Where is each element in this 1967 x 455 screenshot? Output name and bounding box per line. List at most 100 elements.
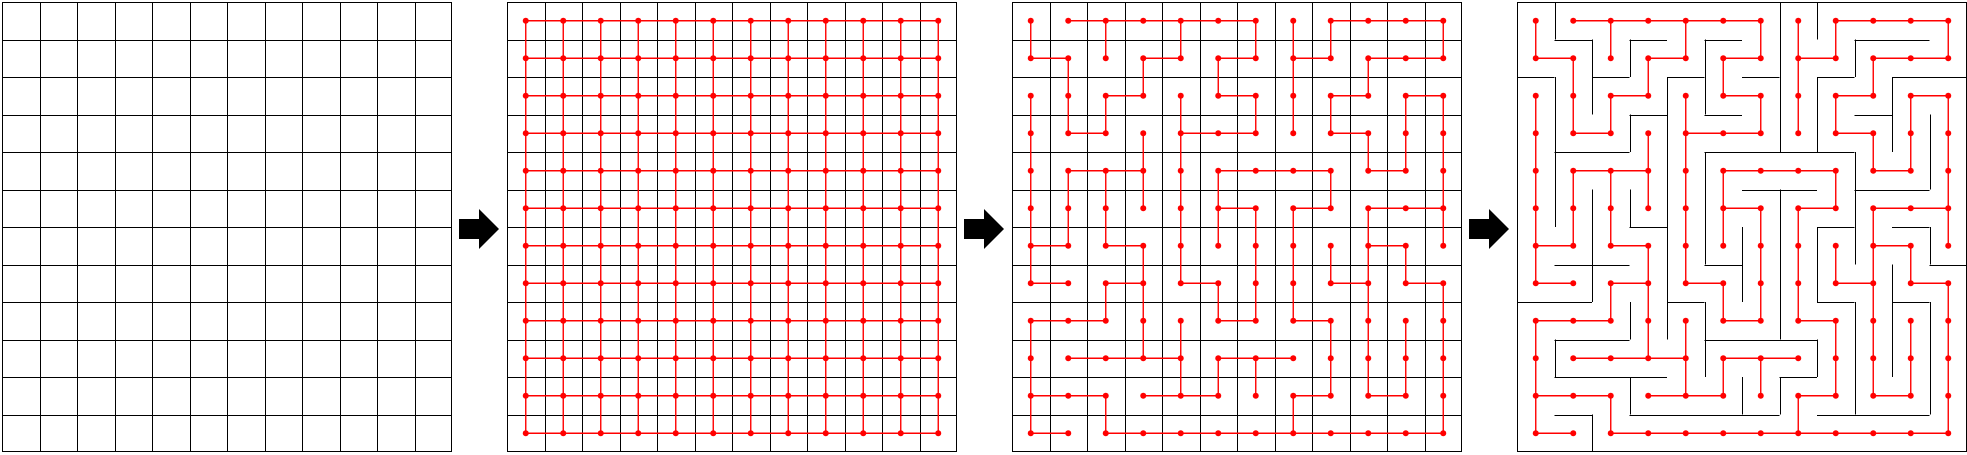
graph-node — [1440, 205, 1447, 212]
graph-node — [860, 430, 867, 437]
graph-node — [897, 280, 904, 287]
graph-node — [1570, 92, 1577, 99]
graph-node — [1945, 205, 1952, 212]
graph-node — [1065, 167, 1072, 174]
graph-node — [1140, 242, 1147, 249]
graph-node — [1252, 167, 1259, 174]
graph-node — [1327, 92, 1334, 99]
graph-node — [1327, 17, 1334, 24]
graph-node — [560, 280, 567, 287]
graph-node — [1945, 355, 1952, 362]
graph-node — [1570, 242, 1577, 249]
graph-node — [1907, 317, 1914, 324]
graph-node — [747, 317, 754, 324]
graph-node — [710, 17, 717, 24]
graph-node — [1607, 130, 1614, 137]
graph-node — [1682, 205, 1689, 212]
graph-node — [1532, 17, 1539, 24]
graph-node — [635, 17, 642, 24]
graph-node — [1832, 55, 1839, 62]
graph-node — [1795, 355, 1802, 362]
graph-node — [822, 130, 829, 137]
graph-node — [822, 280, 829, 287]
graph-node — [1327, 205, 1334, 212]
graph-node — [1252, 205, 1259, 212]
graph-node — [785, 317, 792, 324]
graph-node — [1027, 17, 1034, 24]
graph-node — [672, 430, 679, 437]
graph-node — [1645, 280, 1652, 287]
graph-node — [1570, 355, 1577, 362]
graph-node — [1140, 167, 1147, 174]
graph-node — [1795, 280, 1802, 287]
graph-node — [1027, 317, 1034, 324]
graph-node — [710, 355, 717, 362]
graph-node — [1140, 92, 1147, 99]
graph-node — [822, 17, 829, 24]
graph-node — [1065, 92, 1072, 99]
graph-node — [1402, 280, 1409, 287]
graph-node — [1140, 205, 1147, 212]
graph-node — [522, 317, 529, 324]
right-arrow-icon — [964, 209, 1004, 249]
graph-node — [747, 92, 754, 99]
graph-node — [1327, 130, 1334, 137]
graph-node — [1720, 392, 1727, 399]
graph-node — [1102, 355, 1109, 362]
graph-node — [597, 355, 604, 362]
graph-node — [1607, 167, 1614, 174]
graph-node — [1795, 317, 1802, 324]
graph-node — [1327, 280, 1334, 287]
graph-node — [935, 167, 942, 174]
graph-node — [1102, 92, 1109, 99]
graph-node — [1402, 17, 1409, 24]
graph-node — [1290, 130, 1297, 137]
graph-node — [1720, 167, 1727, 174]
graph-node — [1440, 317, 1447, 324]
graph-node — [935, 205, 942, 212]
graph-node — [1720, 55, 1727, 62]
graph-node — [1365, 17, 1372, 24]
graph-node — [1870, 392, 1877, 399]
graph-node — [785, 92, 792, 99]
graph-node — [1027, 242, 1034, 249]
graph-node — [1402, 55, 1409, 62]
graph-node — [897, 430, 904, 437]
graph-node — [522, 280, 529, 287]
graph-node — [672, 17, 679, 24]
graph-node — [1215, 430, 1222, 437]
graph-node — [1290, 317, 1297, 324]
graph-node — [1532, 317, 1539, 324]
graph-node — [1570, 55, 1577, 62]
graph-node — [1177, 130, 1184, 137]
graph-node — [1327, 55, 1334, 62]
graph-node — [1102, 280, 1109, 287]
graph-node — [1402, 317, 1409, 324]
graph-node — [522, 17, 529, 24]
graph-node — [1290, 55, 1297, 62]
graph-node — [710, 317, 717, 324]
graph-node — [672, 205, 679, 212]
graph-node — [897, 317, 904, 324]
graph-node — [1720, 280, 1727, 287]
graph-node — [1027, 55, 1034, 62]
graph-node — [1027, 167, 1034, 174]
empty-grid-panel — [2, 2, 452, 452]
graph-node — [1215, 355, 1222, 362]
graph-node — [1607, 317, 1614, 324]
graph-node — [785, 130, 792, 137]
graph-node — [597, 205, 604, 212]
graph-node — [1945, 317, 1952, 324]
graph-node — [672, 92, 679, 99]
graph-node — [1440, 280, 1447, 287]
graph-node — [1252, 130, 1259, 137]
graph-node — [1102, 17, 1109, 24]
graph-node — [747, 205, 754, 212]
graph-node — [1215, 17, 1222, 24]
graph-node — [1102, 392, 1109, 399]
graph-node — [1440, 355, 1447, 362]
graph-node — [672, 392, 679, 399]
graph-node — [1570, 280, 1577, 287]
graph-node — [822, 92, 829, 99]
graph-node — [860, 280, 867, 287]
